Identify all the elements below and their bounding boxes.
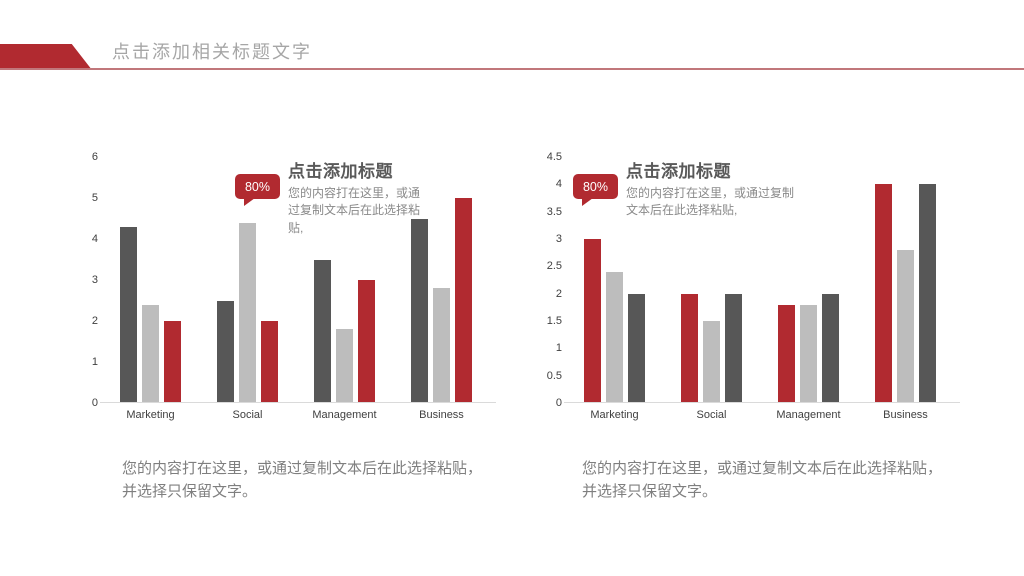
footer-text-left: 您的内容打在这里，或通过复制文本后在此选择粘贴，并选择只保留文字。 [122,460,483,500]
callout-body: 您的内容打在这里，或通过复制文本后在此选择粘贴, [626,186,795,218]
category-label: Social [696,409,727,421]
bar-light-gray [433,288,450,403]
callout: 80% 点击添加标题 您的内容打在这里，或通过复制文本后在此选择粘贴, [573,162,800,220]
bar-red [358,280,375,403]
y-tick-label: 2 [555,287,562,300]
callout-text: 点击添加标题 您的内容打在这里，或通过复制文本后在此选择粘贴, [626,162,800,220]
y-tick-label: 3 [91,274,98,286]
y-tick-label: 3.5 [546,205,562,218]
category-label: Business [883,409,928,421]
category-label: Management [312,409,377,421]
bar-dark-gray [217,300,234,403]
y-axis: 4.5 4 3.5 3 2.5 2 1.5 1 0.5 0 [540,151,562,409]
callout-badge-value: 80% [582,179,609,194]
header-divider-line [0,68,1024,70]
category-label: Social [232,409,263,421]
bar-dark-gray [725,293,742,403]
callout-badge: 80% [573,174,618,206]
y-tick-label: 4 [91,233,98,245]
plot-area [100,157,496,403]
y-tick-label: 2.5 [546,260,562,273]
bar-red [778,304,795,403]
y-axis: 6 5 4 3 2 1 0 [78,151,98,409]
bar-light-gray [800,304,817,403]
y-tick-label: 0.5 [546,369,562,382]
bar-light-gray [336,329,353,403]
callout-badge-value: 80% [244,179,271,194]
bar-group [663,157,760,403]
x-axis-line [100,402,496,403]
bar-light-gray [703,321,720,403]
y-tick-label: 1.5 [546,315,562,327]
y-tick-label: 0 [555,397,562,409]
bar-red [261,321,278,403]
category-label: Business [419,409,464,421]
y-tick-label: 3 [555,233,562,245]
bar-groups [102,157,490,403]
page-title: 点击添加相关标题文字 [112,42,312,62]
bar-red [681,293,698,403]
chart-right: 4.5 4 3.5 3 2.5 2 1.5 1 0.5 0 Marketing Social Mana… [540,145,960,445]
bar-light-gray [606,271,623,403]
bar-light-gray [897,249,914,403]
bar-red [455,198,472,403]
bar-red [584,239,601,403]
bar-dark-gray [411,218,428,403]
y-tick-label: 6 [91,151,98,163]
callout-body: 您的内容打在这里，或通过复制文本后在此选择粘贴, [288,186,421,235]
bar-light-gray [142,304,159,403]
category-labels: Marketing Social Management Business [566,409,954,421]
category-labels: Marketing Social Management Business [102,409,490,421]
y-tick-label: 1 [91,356,98,368]
callout-title: 点击添加标题 [626,162,731,181]
bar-red [875,184,892,403]
bar-group [566,157,663,403]
callout-text: 点击添加标题 您的内容打在这里，或通过复制文本后在此选择粘贴, [288,162,420,237]
callout-title: 点击添加标题 [288,162,393,181]
bar-light-gray [239,222,256,403]
y-tick-label: 5 [91,192,98,204]
bar-dark-gray [314,259,331,403]
callout-badge: 80% [235,174,280,206]
header-ribbon-shape [0,44,92,70]
chart-left: 6 5 4 3 2 1 0 Marketing Social Management Busines… [78,145,496,445]
bar-dark-gray [919,184,936,403]
bar-group [102,157,199,403]
y-tick-label: 1 [555,342,562,355]
callout: 80% 点击添加标题 您的内容打在这里，或通过复制文本后在此选择粘贴, [235,162,420,237]
category-label: Management [776,409,841,421]
bar-group [393,157,490,403]
category-label: Marketing [126,409,175,421]
bar-group [760,157,857,403]
x-axis-line [564,402,960,403]
bar-dark-gray [822,293,839,403]
bar-dark-gray [628,293,645,403]
bar-groups [566,157,954,403]
footer-text-right: 您的内容打在这里，或通过复制文本后在此选择粘贴，并选择只保留文字。 [582,460,943,500]
bar-group [296,157,393,403]
category-label: Marketing [590,409,639,421]
y-tick-label: 4.5 [546,151,562,163]
bar-dark-gray [120,226,137,403]
bar-group [199,157,296,403]
y-tick-label: 2 [91,315,98,327]
y-tick-label: 4 [555,178,562,191]
bar-red [164,321,181,403]
y-tick-label: 0 [91,397,98,409]
bar-group [857,157,954,403]
plot-area [564,157,960,403]
